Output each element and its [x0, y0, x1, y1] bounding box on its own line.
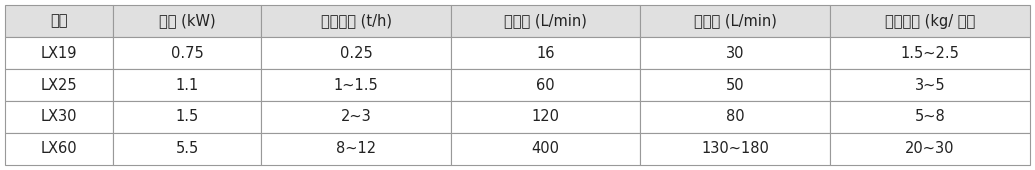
Text: 反冲水 (L/min): 反冲水 (L/min): [693, 14, 776, 29]
Bar: [113, 37, 261, 69]
Bar: [113, 69, 261, 101]
Bar: [830, 5, 1030, 37]
Bar: [5, 69, 113, 101]
Text: 矿浆水 (L/min): 矿浆水 (L/min): [504, 14, 587, 29]
Bar: [5, 101, 113, 133]
Text: 0.25: 0.25: [339, 46, 373, 61]
Bar: [830, 133, 1030, 165]
Bar: [261, 69, 451, 101]
Text: LX30: LX30: [40, 109, 78, 124]
Text: LX19: LX19: [40, 46, 78, 61]
Text: LX25: LX25: [40, 78, 78, 92]
Text: 400: 400: [532, 141, 560, 156]
Text: 16: 16: [536, 46, 555, 61]
Bar: [830, 101, 1030, 133]
Bar: [113, 101, 261, 133]
Text: 生产能力 (t/h): 生产能力 (t/h): [321, 14, 391, 29]
Bar: [261, 101, 451, 133]
Text: 80: 80: [726, 109, 744, 124]
Bar: [641, 5, 830, 37]
Bar: [451, 101, 641, 133]
Text: 0.75: 0.75: [171, 46, 204, 61]
Bar: [261, 37, 451, 69]
Bar: [451, 37, 641, 69]
Bar: [641, 133, 830, 165]
Bar: [830, 37, 1030, 69]
Text: 产出精矿 (kg/ 次）: 产出精矿 (kg/ 次）: [885, 14, 975, 29]
Text: 20~30: 20~30: [906, 141, 954, 156]
Text: 1.1: 1.1: [175, 78, 199, 92]
Text: 功率 (kW): 功率 (kW): [158, 14, 215, 29]
Text: 5.5: 5.5: [175, 141, 199, 156]
Text: 1~1.5: 1~1.5: [333, 78, 379, 92]
Bar: [5, 133, 113, 165]
Text: 50: 50: [726, 78, 744, 92]
Bar: [451, 5, 641, 37]
Bar: [261, 133, 451, 165]
Text: 5~8: 5~8: [915, 109, 945, 124]
Text: 60: 60: [536, 78, 555, 92]
Text: 120: 120: [532, 109, 560, 124]
Bar: [451, 133, 641, 165]
Bar: [261, 5, 451, 37]
Bar: [641, 69, 830, 101]
Bar: [113, 5, 261, 37]
Bar: [830, 69, 1030, 101]
Bar: [5, 5, 113, 37]
Text: 3~5: 3~5: [915, 78, 945, 92]
Text: 1.5~2.5: 1.5~2.5: [900, 46, 959, 61]
Bar: [641, 37, 830, 69]
Bar: [5, 37, 113, 69]
Text: 型号: 型号: [51, 14, 67, 29]
Text: 8~12: 8~12: [336, 141, 376, 156]
Bar: [641, 101, 830, 133]
Text: 2~3: 2~3: [341, 109, 372, 124]
Text: 1.5: 1.5: [175, 109, 199, 124]
Text: 130~180: 130~180: [702, 141, 769, 156]
Text: LX60: LX60: [40, 141, 78, 156]
Bar: [451, 69, 641, 101]
Text: 30: 30: [726, 46, 744, 61]
Bar: [113, 133, 261, 165]
